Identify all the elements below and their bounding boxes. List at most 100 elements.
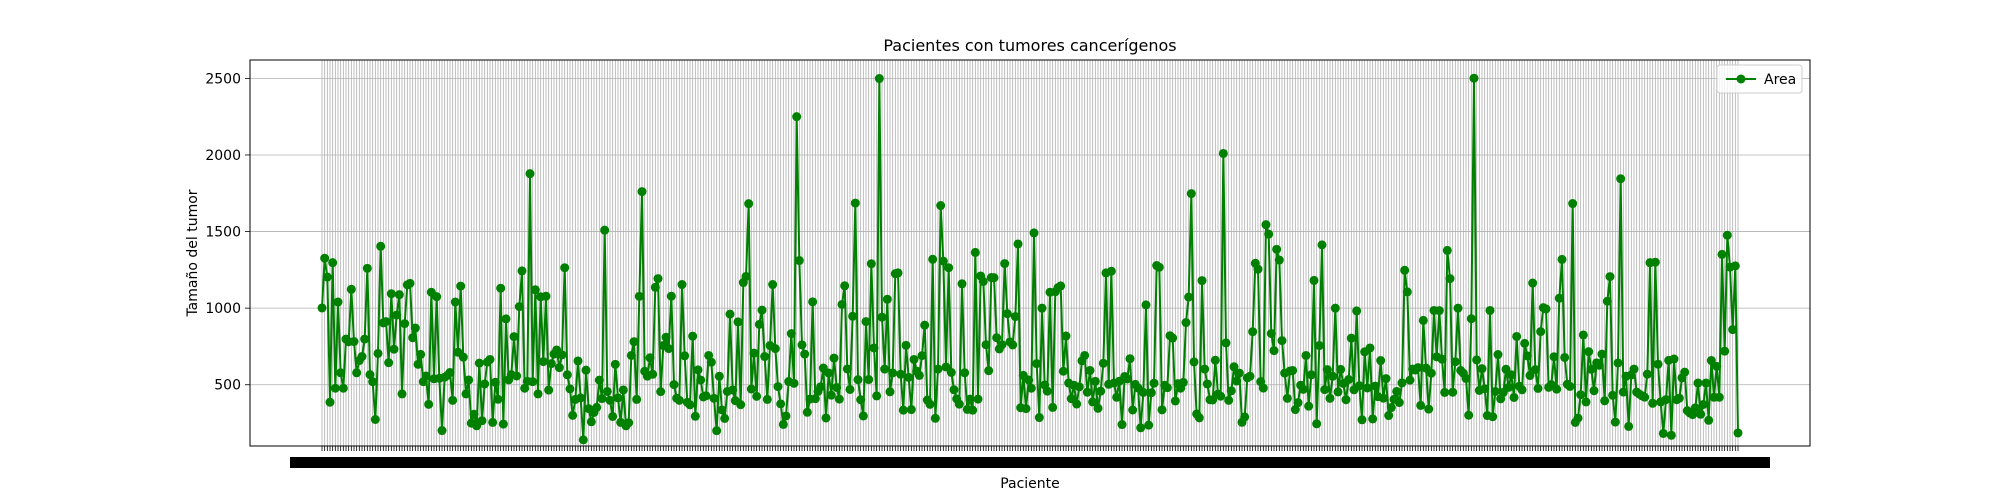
data-point [746, 384, 756, 394]
data-point [1610, 417, 1620, 427]
data-point [938, 256, 948, 266]
data-point [560, 263, 570, 273]
data-point [520, 383, 530, 393]
data-point [970, 247, 980, 257]
data-point [1149, 378, 1159, 388]
data-point [850, 198, 860, 208]
data-point [1384, 411, 1394, 421]
data-point [645, 353, 655, 363]
data-point [1314, 341, 1324, 351]
data-point [1392, 386, 1402, 396]
data-point [706, 357, 716, 367]
data-point [376, 241, 386, 251]
data-point [605, 395, 615, 405]
data-point [413, 359, 423, 369]
data-point [696, 375, 706, 385]
data-point [541, 291, 551, 301]
data-point [533, 389, 543, 399]
data-point [1362, 383, 1372, 393]
data-point [1026, 383, 1036, 393]
data-point [333, 297, 343, 307]
data-point [357, 352, 367, 362]
data-point [1221, 338, 1231, 348]
data-point [1426, 368, 1436, 378]
data-point [394, 290, 404, 300]
data-point [1320, 385, 1330, 395]
data-point [677, 280, 687, 290]
data-point [1464, 410, 1474, 420]
data-point [666, 291, 676, 301]
data-point [448, 395, 458, 405]
data-point [1688, 410, 1698, 420]
data-point [370, 415, 380, 424]
data-point [1549, 352, 1559, 362]
data-point [810, 394, 820, 404]
data-point [832, 382, 842, 392]
data-point [984, 366, 994, 376]
data-point [944, 263, 954, 273]
data-point [1701, 378, 1711, 388]
data-point [1200, 364, 1210, 374]
data-point [741, 271, 751, 281]
data-point [1589, 386, 1599, 396]
data-point [1170, 396, 1180, 406]
data-point [901, 340, 911, 350]
data-point [1277, 336, 1287, 346]
data-point [1312, 419, 1322, 429]
data-point [781, 411, 791, 421]
data-point [848, 311, 858, 321]
y-axis-label: Tamaño del tumor [185, 189, 201, 317]
data-point [1658, 428, 1668, 438]
data-point [594, 375, 604, 385]
data-point [928, 254, 938, 264]
data-point [1693, 378, 1703, 388]
data-point [1536, 327, 1546, 337]
data-point [1405, 375, 1415, 385]
data-point [320, 253, 330, 263]
data-point [1578, 330, 1588, 340]
data-point [954, 399, 964, 409]
data-point [690, 411, 700, 421]
data-point [1298, 384, 1308, 394]
data-point [669, 380, 679, 390]
data-point [1138, 387, 1148, 397]
data-point [1525, 371, 1535, 381]
data-point [773, 382, 783, 392]
y-tick-label: 500 [214, 378, 241, 394]
data-point [656, 387, 666, 397]
data-point [1229, 362, 1239, 372]
data-point [1378, 393, 1388, 403]
data-point [1530, 365, 1540, 375]
data-point [565, 384, 575, 394]
data-point [770, 344, 780, 354]
data-point [1650, 257, 1660, 267]
data-point [896, 369, 906, 379]
data-point [933, 364, 943, 374]
data-point [1554, 293, 1564, 303]
data-point [637, 187, 647, 197]
data-point [949, 385, 959, 395]
data-point [346, 284, 356, 294]
data-point [1394, 398, 1404, 407]
data-point [1288, 365, 1298, 375]
data-point [885, 387, 895, 397]
plot-frame [249, 59, 1811, 447]
data-point [629, 337, 639, 347]
data-point [661, 332, 671, 342]
data-point [1629, 364, 1639, 374]
data-point [874, 74, 884, 84]
data-point [1461, 373, 1471, 383]
y-tick-label: 2500 [205, 71, 241, 87]
data-point [909, 354, 919, 364]
data-point [1125, 354, 1135, 364]
data-point [392, 310, 402, 320]
data-point [1560, 352, 1570, 362]
x-ticks [290, 446, 1770, 468]
data-point [866, 259, 876, 269]
data-point [957, 279, 967, 289]
data-point [797, 340, 807, 350]
data-point [386, 289, 396, 299]
data-point [914, 370, 924, 380]
data-point [1141, 300, 1151, 310]
data-point [1234, 368, 1244, 378]
